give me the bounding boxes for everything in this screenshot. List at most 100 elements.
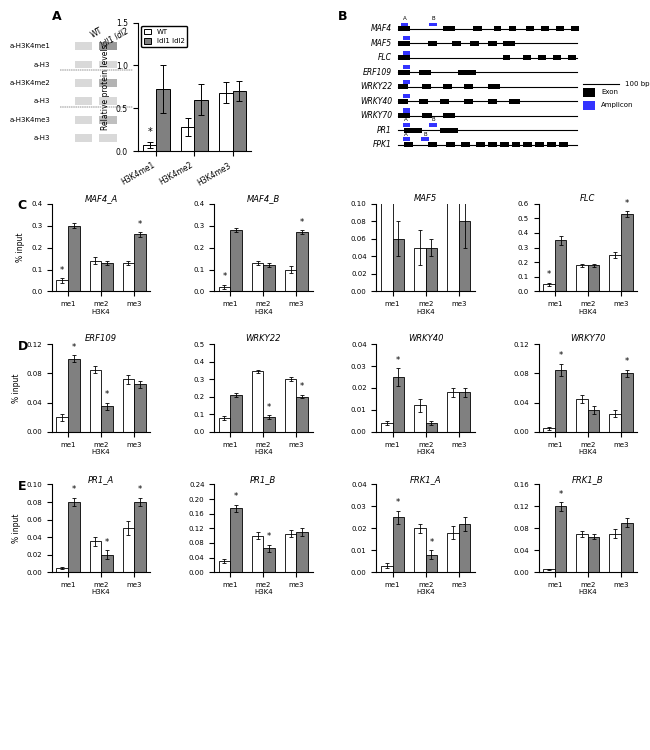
Text: a-H3K4me1: a-H3K4me1 [10,44,51,50]
Bar [404,142,413,147]
Bar [252,371,263,432]
Bar [440,128,458,133]
Bar [68,502,80,572]
Title: WRKY22: WRKY22 [246,334,281,344]
Text: FLC: FLC [378,53,392,62]
Text: *: * [222,272,227,281]
Bar [447,392,459,432]
Text: *: * [267,403,271,412]
Title: MAF4_A: MAF4_A [84,194,118,203]
Bar [398,40,410,46]
Bar [419,99,428,104]
Text: a-H3K4me3: a-H3K4me3 [10,117,51,123]
Text: *: * [234,492,238,501]
Bar [285,269,296,292]
Title: ERF109: ERF109 [85,334,117,344]
Bar [541,26,549,32]
Bar [402,137,410,142]
Bar [296,397,308,432]
Bar [414,248,426,292]
Text: *: * [105,390,109,399]
Bar [398,70,410,75]
Bar [57,568,68,572]
Bar [101,263,112,292]
Text: WT: WT [89,26,104,40]
Bar [488,142,497,147]
FancyBboxPatch shape [99,79,117,87]
Bar [502,40,515,46]
Bar [523,56,531,61]
Bar [101,406,112,432]
Text: Exon: Exon [601,89,618,95]
Text: B: B [431,117,435,122]
FancyBboxPatch shape [99,134,117,142]
FancyBboxPatch shape [99,98,117,105]
Bar [398,99,408,104]
Text: WRKY70: WRKY70 [360,111,392,120]
Bar [463,84,473,89]
Bar [263,548,275,572]
Bar [428,40,437,46]
Bar [90,542,101,572]
Bar [428,142,437,147]
Bar [443,26,455,32]
Bar [554,506,566,572]
Bar [381,423,393,432]
X-axis label: H3K4: H3K4 [578,308,597,314]
Bar [502,56,510,61]
Bar [463,99,473,104]
Bar [398,84,408,89]
Bar [443,84,452,89]
Y-axis label: Relative protein levels: Relative protein levels [101,44,111,130]
Bar [508,99,521,104]
Bar [556,26,564,32]
Bar [583,101,595,110]
Bar [419,70,431,75]
Bar [588,536,599,572]
Bar [526,26,534,32]
Bar [398,113,410,118]
Bar [135,235,146,292]
Bar [440,99,448,104]
Bar [588,410,599,432]
X-axis label: H3K4: H3K4 [578,590,597,596]
Bar [230,395,242,432]
X-axis label: H3K4: H3K4 [254,308,273,314]
Text: *: * [300,382,304,392]
Bar [508,26,516,32]
Bar [543,569,554,572]
Bar [398,56,410,61]
Bar [553,56,561,61]
Bar [554,240,566,292]
Text: *: * [300,217,304,226]
Bar [252,536,263,572]
Bar [414,406,426,432]
Bar [90,261,101,292]
Bar [488,40,497,46]
Title: PR1_A: PR1_A [88,475,114,484]
Bar [218,561,230,572]
Text: a-H3K4me2: a-H3K4me2 [10,80,51,86]
Bar [459,221,471,292]
Text: *: * [396,356,400,364]
Bar [398,26,410,32]
Text: ldl1 ldl2: ldl1 ldl2 [99,26,131,50]
Bar [218,287,230,292]
X-axis label: H3K4: H3K4 [92,590,110,596]
Bar [393,518,404,572]
Bar [452,40,461,46]
Bar [68,226,80,292]
Text: *: * [625,199,629,208]
Bar [488,84,500,89]
Y-axis label: % input: % input [12,514,21,543]
Text: *: * [138,485,142,494]
Bar [135,384,146,432]
Bar [404,128,422,133]
Bar [68,358,80,432]
Text: A: A [403,16,406,21]
Text: A: A [52,10,62,22]
Text: *: * [558,490,563,499]
Title: WRKY70: WRKY70 [570,334,606,344]
Text: FPK1: FPK1 [373,140,392,149]
Text: Amplicon: Amplicon [601,102,634,108]
